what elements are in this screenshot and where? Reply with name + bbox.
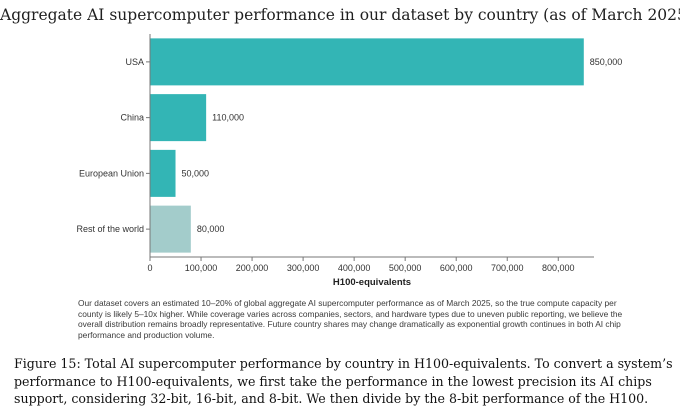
bar-chart: USA 850,000 China 110,000 European Union 50,0… — [76, 34, 622, 288]
x-tick-label-3: 300,000 — [287, 263, 320, 273]
bar-rest-of-the-world — [150, 205, 191, 253]
x-tick-label-8: 800,000 — [542, 263, 575, 273]
x-tick-label-6: 600,000 — [440, 263, 473, 273]
bar-china — [150, 94, 207, 142]
value-label-rest-of-the-world: 80,000 — [197, 224, 225, 234]
y-tick-label-usa: USA — [125, 57, 144, 67]
axes-layer: USA 850,000 China 110,000 European Union 50,0… — [76, 34, 622, 273]
figure-caption: Figure 15: Total AI supercomputer perfor… — [14, 356, 673, 406]
value-label-usa: 850,000 — [590, 57, 623, 67]
x-tick-label-5: 500,000 — [389, 263, 422, 273]
y-tick-label-rest-of-the-world: Rest of the world — [76, 224, 144, 234]
x-tick-label-4: 400,000 — [338, 263, 371, 273]
bars-layer — [150, 38, 584, 253]
x-tick-label-7: 700,000 — [491, 263, 524, 273]
value-label-china: 110,000 — [212, 113, 244, 123]
x-tick-label-2: 200,000 — [236, 263, 269, 273]
bar-usa — [150, 38, 584, 86]
bar-european-union — [150, 149, 176, 197]
chart-title: Aggregate AI supercomputer performance i… — [0, 6, 680, 24]
value-label-european-union: 50,000 — [182, 168, 210, 178]
x-tick-label-1: 100,000 — [185, 263, 218, 273]
chart-note: Our dataset covers an estimated 10–20% o… — [78, 298, 623, 340]
x-tick-label-0: 0 — [147, 263, 152, 273]
y-tick-label-china: China — [120, 113, 144, 123]
x-axis-label: H100-equivalents — [333, 277, 411, 288]
y-tick-label-european-union: European Union — [79, 168, 144, 178]
